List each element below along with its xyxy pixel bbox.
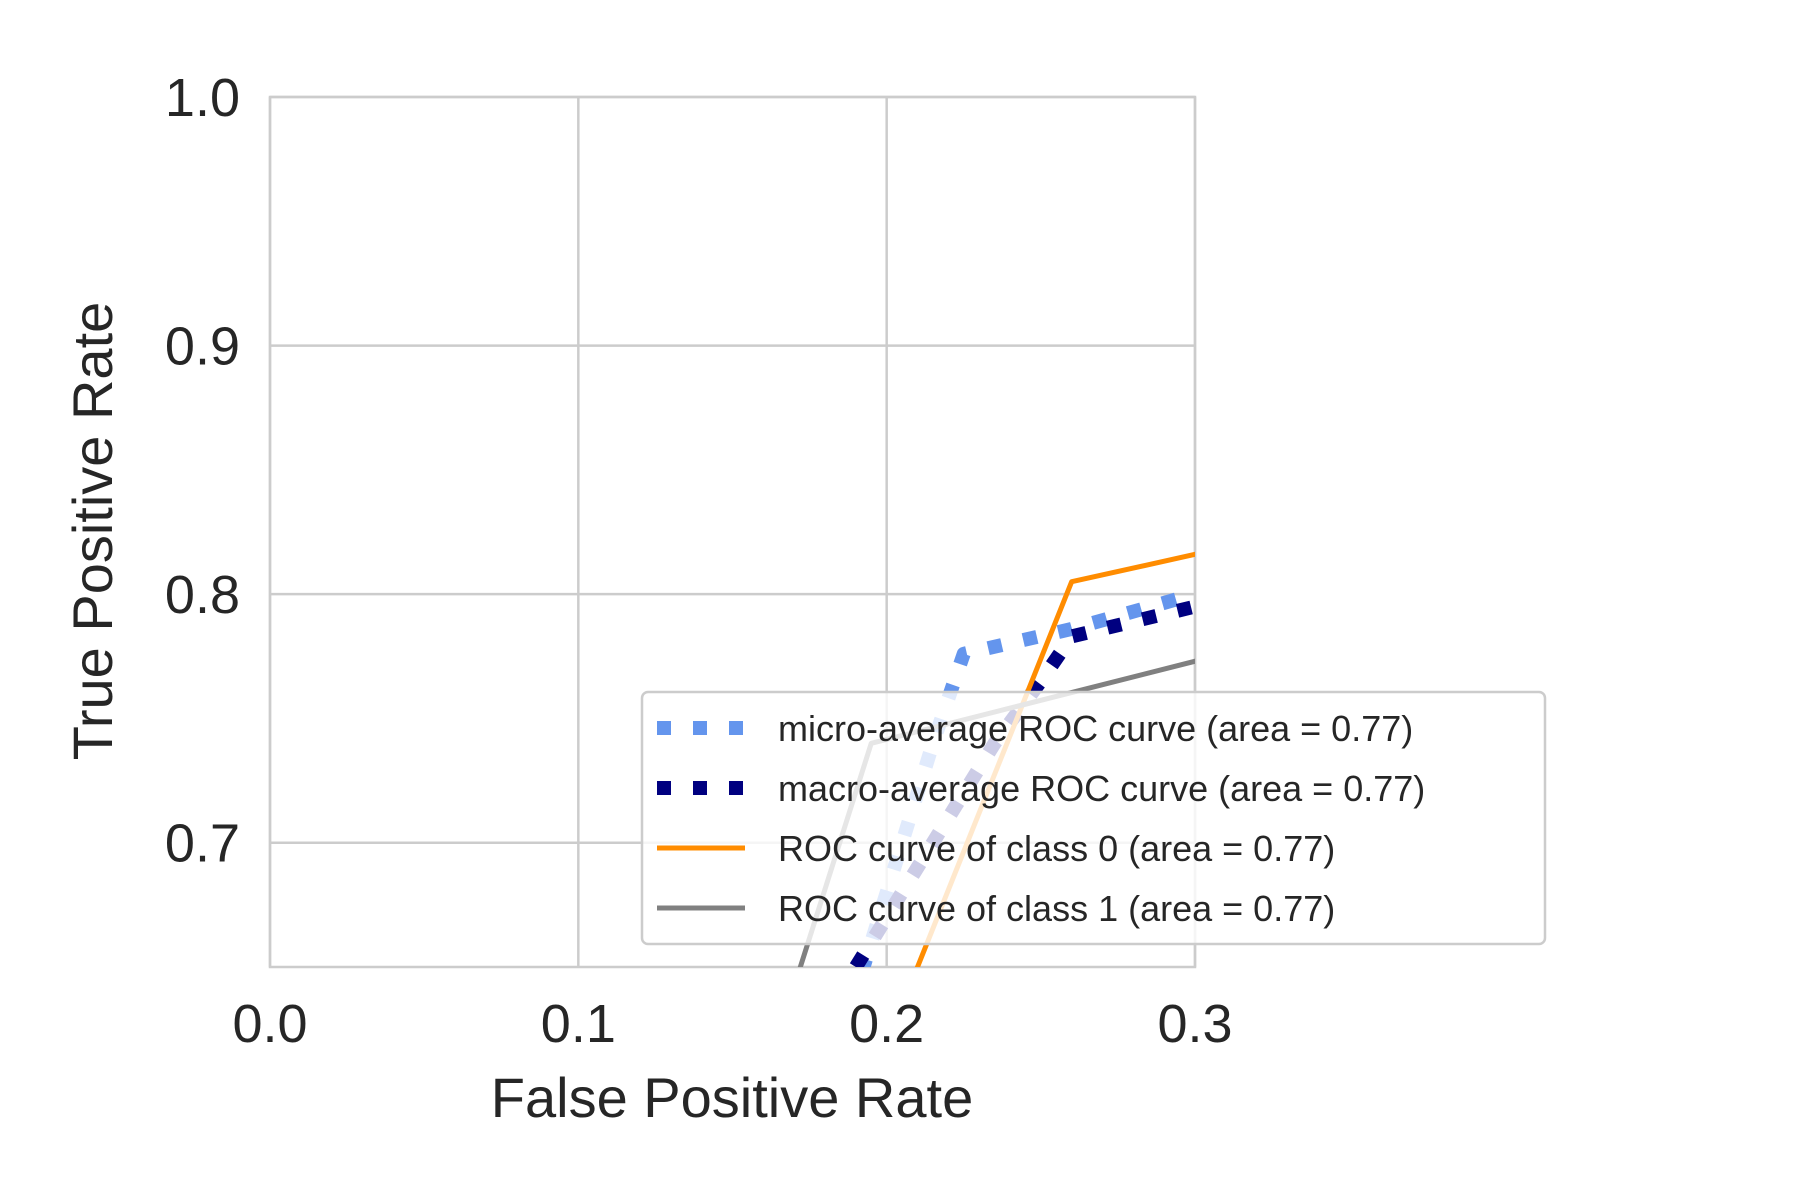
- y-tick-label: 0.7: [165, 814, 240, 874]
- y-tick-label: 1.0: [165, 68, 240, 128]
- y-tick-label: 0.8: [165, 565, 240, 625]
- legend: micro-average ROC curve (area = 0.77) mac…: [640, 690, 1547, 946]
- y-tick-labels: 0.7 0.8 0.9 1.0: [165, 68, 240, 874]
- legend-label-1: micro-average ROC curve (area = 0.77): [778, 708, 1413, 749]
- x-tick-labels: 0.0 0.1 0.2 0.3: [232, 994, 1232, 1054]
- legend-label-4: ROC curve of class 1 (area = 0.77): [778, 888, 1335, 929]
- x-axis-title: False Positive Rate: [491, 1066, 973, 1129]
- x-tick-label: 0.2: [849, 994, 924, 1054]
- plot-frame: [268, 95, 1197, 969]
- x-tick-label: 0.1: [541, 994, 616, 1054]
- legend-box: [640, 690, 1547, 946]
- x-tick-label: 0.0: [232, 994, 307, 1054]
- legend-label-3: ROC curve of class 0 (area = 0.77): [778, 828, 1335, 869]
- legend-label-2: macro-average ROC curve (area = 0.77): [778, 768, 1425, 809]
- y-axis-title: True Positive Rate: [61, 302, 124, 761]
- y-tick-label: 0.9: [165, 317, 240, 377]
- x-tick-label: 0.3: [1157, 994, 1232, 1054]
